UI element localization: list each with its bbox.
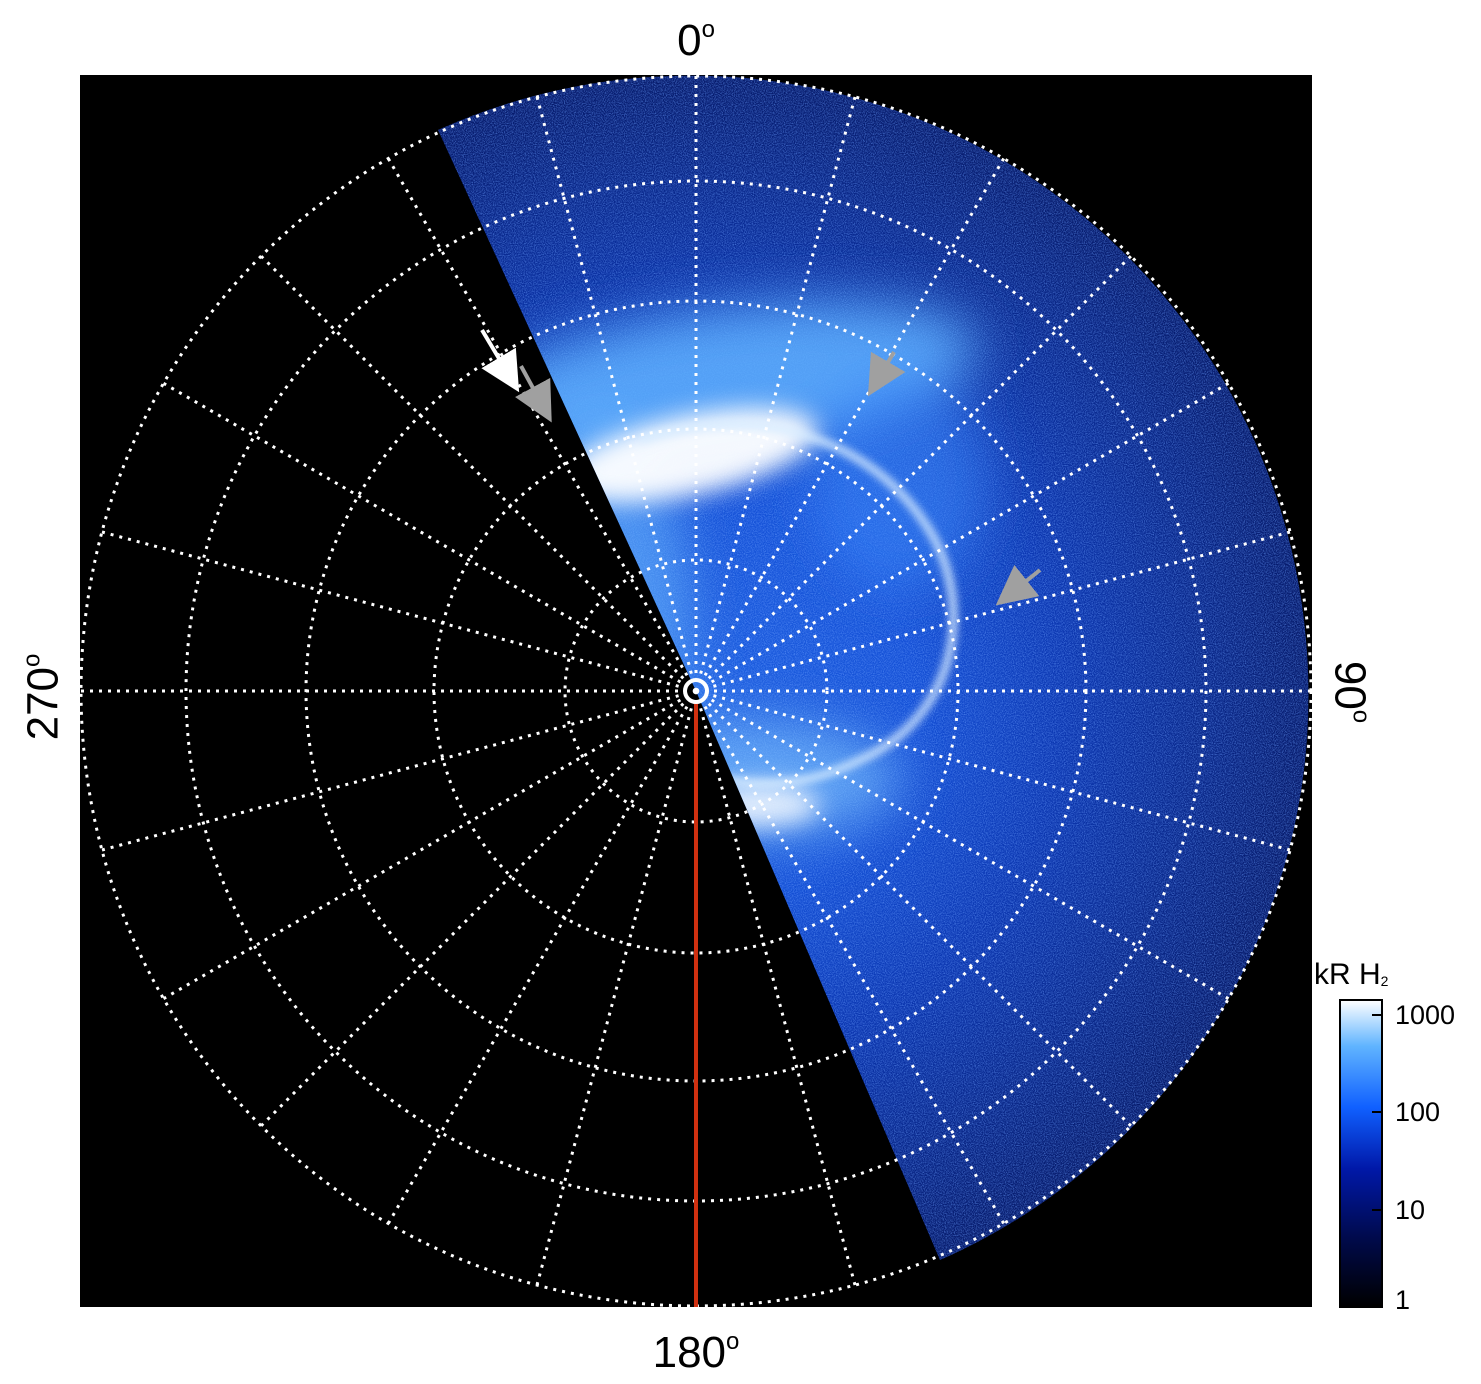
angle-label-180: 180o [652,1328,740,1377]
gray-arrow [867,350,906,397]
colorbar [1339,999,1383,1308]
colorbar-tick-label: 100 [1395,1097,1441,1127]
pole-marker [683,678,709,704]
colorbar-tick-label: 1 [1395,1285,1411,1315]
angle-label-0: 0o [677,16,715,65]
colorbar-title: kR H2 [1314,958,1389,991]
colorbar-tick-label: 10 [1395,1195,1426,1225]
angle-label-270: 270o [18,653,68,741]
colorbar-tick-label: 1000 [1395,1000,1456,1030]
arrows [480,328,1042,606]
gray-arrow [515,365,552,423]
white-arrow [480,328,520,393]
angle-label-90: 90o [1325,660,1375,724]
gray-arrow [995,564,1042,606]
